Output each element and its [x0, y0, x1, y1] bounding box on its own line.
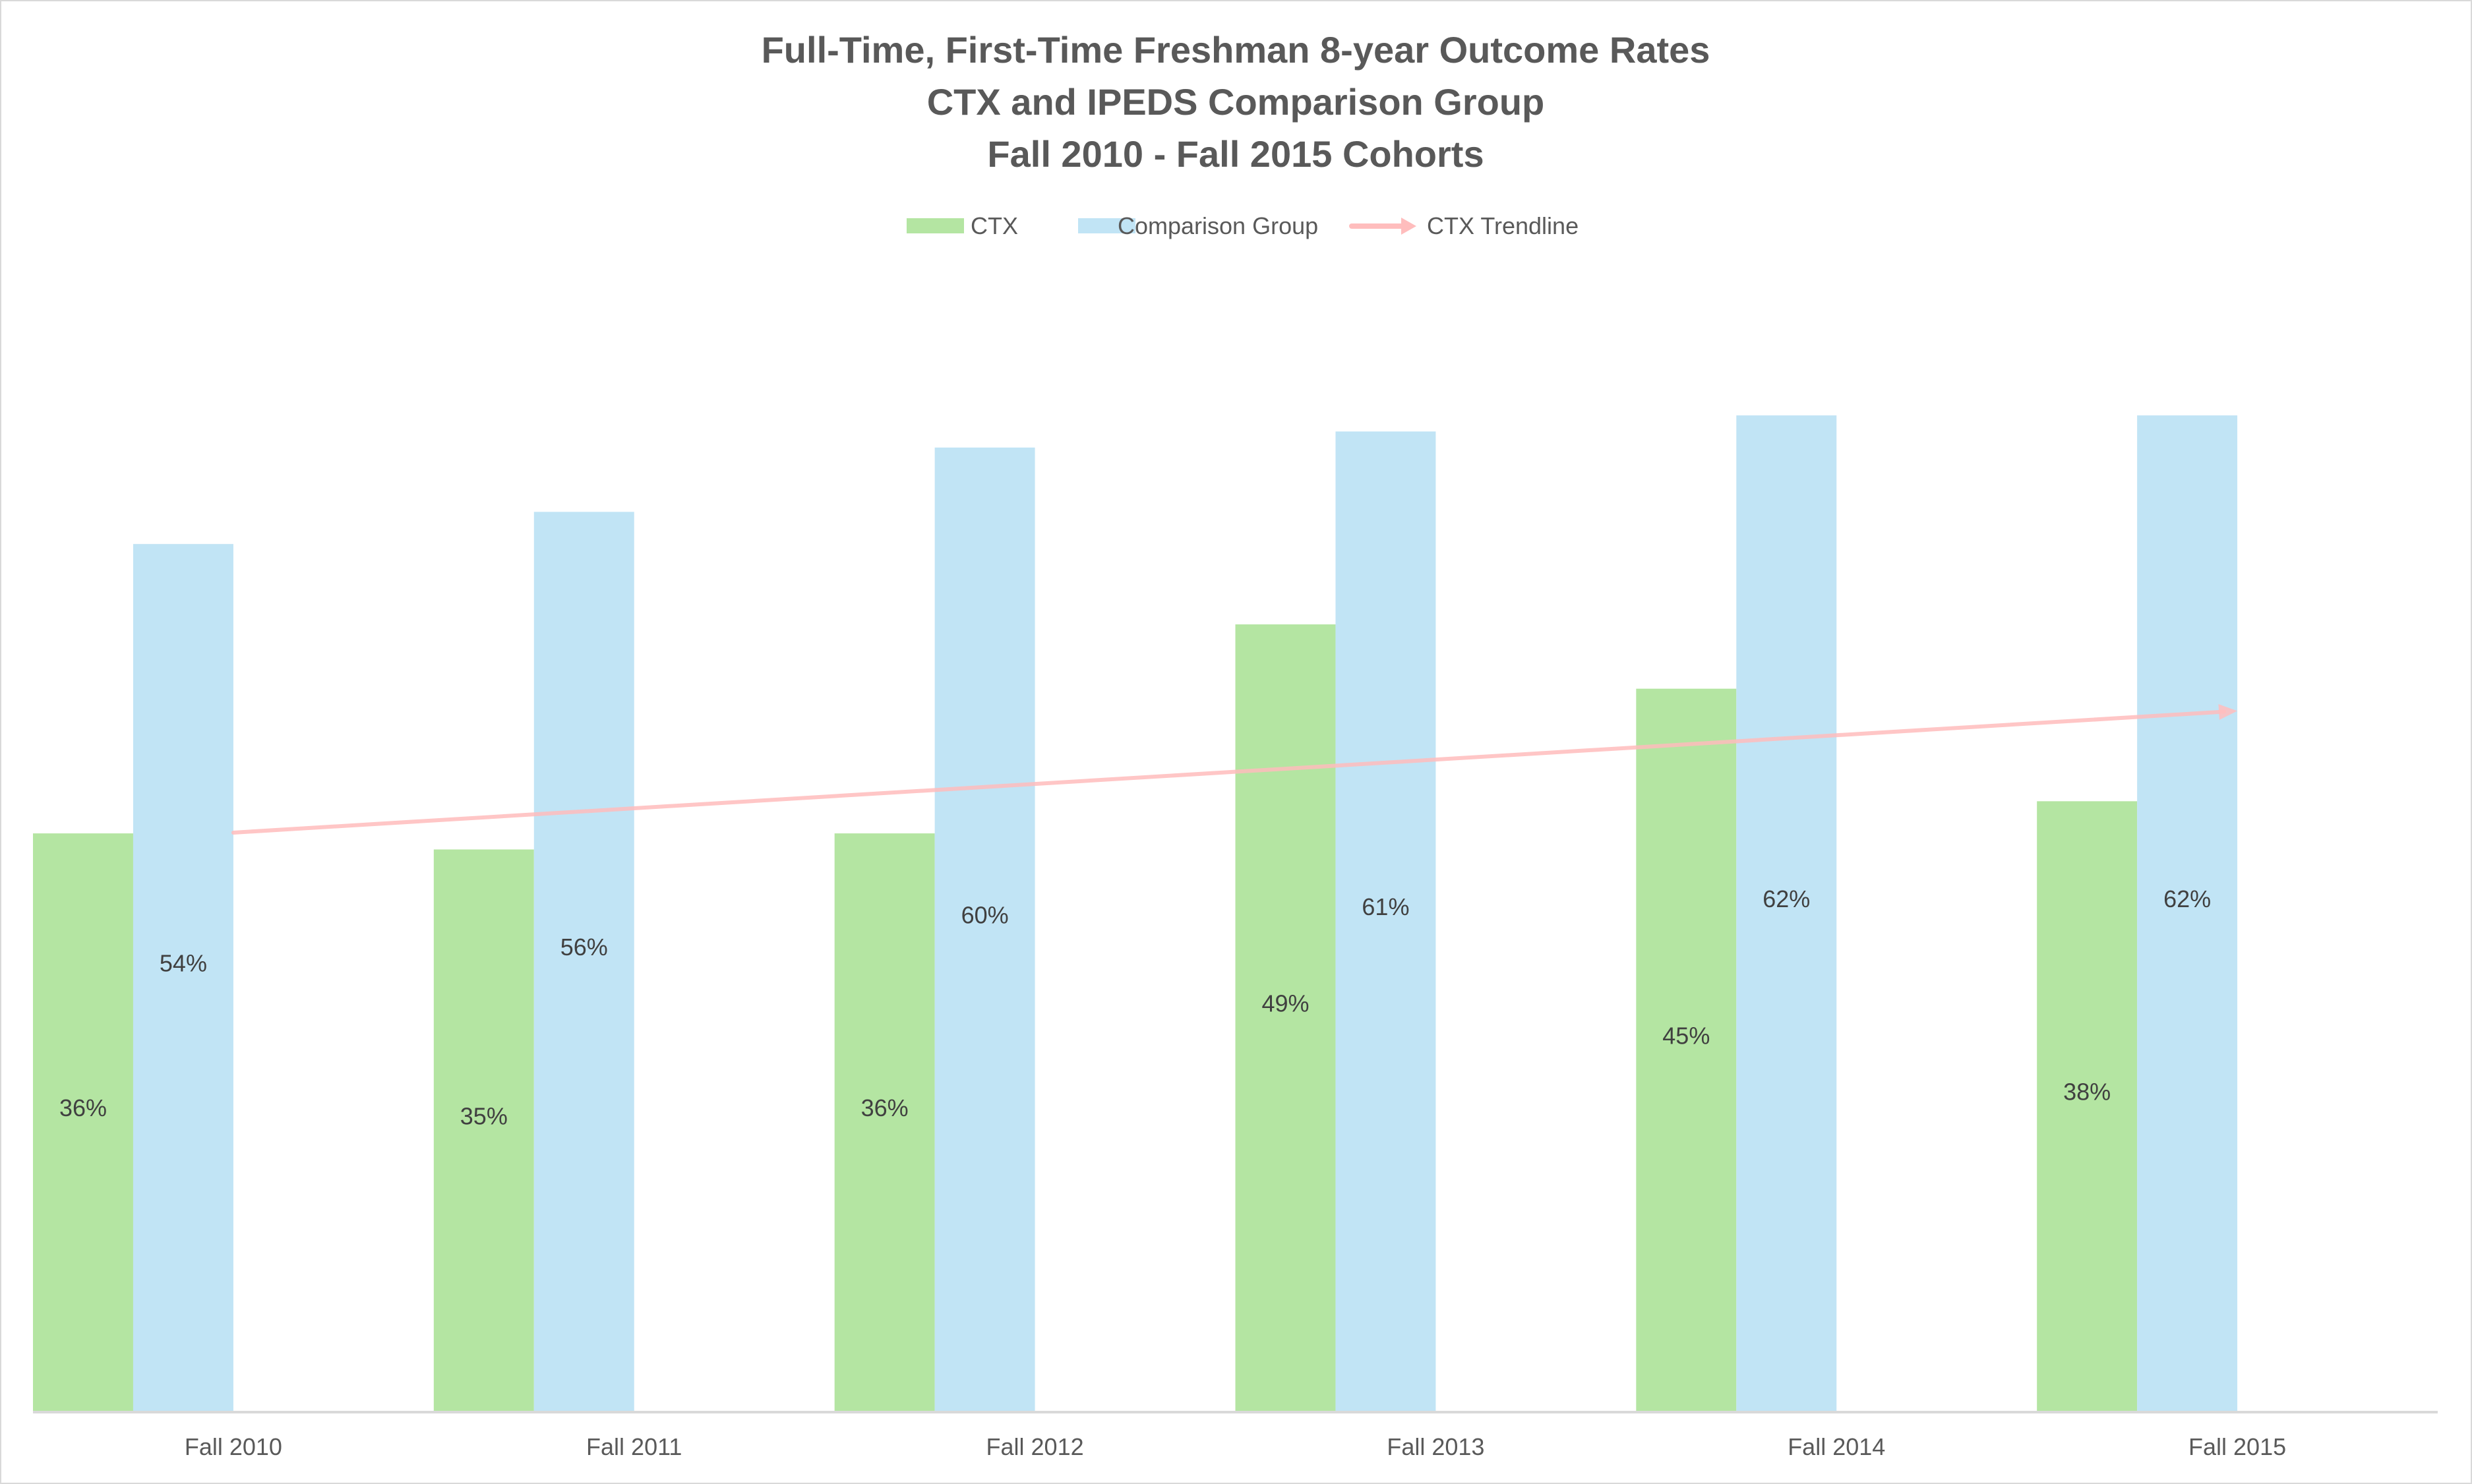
data-label-ctx-1: 35% — [460, 1102, 508, 1129]
x-tick-label: Fall 2011 — [586, 1433, 682, 1460]
legend-label-ctx: CTX — [971, 212, 1018, 239]
title-line-1: Full-Time, First-Time Freshman 8-year Ou… — [762, 29, 1710, 71]
legend-label-trendline: CTX Trendline — [1427, 212, 1579, 239]
data-label-ctx-5: 38% — [2063, 1079, 2111, 1106]
bar-ctx-2 — [834, 833, 935, 1412]
data-label-ctx-3: 49% — [1261, 990, 1309, 1017]
legend-swatch-ctx — [907, 218, 964, 233]
x-tick-label: Fall 2012 — [986, 1433, 1084, 1460]
x-axis-ticks: Fall 2010 Fall 2011 Fall 2012 Fall 2013 Fall… — [185, 1433, 2286, 1460]
bar-comparison-5 — [2137, 415, 2238, 1412]
data-label-comparison-5: 62% — [2163, 885, 2211, 912]
x-tick-label: Fall 2014 — [1788, 1433, 1885, 1460]
legend-swatch-comparison — [1078, 218, 1135, 233]
data-label-comparison-3: 61% — [1362, 893, 1409, 920]
bar-comparison-1 — [533, 512, 634, 1412]
data-label-comparison-2: 60% — [961, 901, 1009, 928]
bar-ctx-1 — [433, 849, 534, 1412]
chart-title: Full-Time, First-Time Freshman 8-year Ou… — [762, 29, 1710, 175]
legend-trendline-arrow-icon — [1349, 218, 1416, 235]
bar-comparison-2 — [934, 447, 1035, 1412]
trendline-arrowhead-icon — [2218, 704, 2238, 720]
data-label-comparison-4: 62% — [1763, 885, 1810, 912]
bar-comparison-3 — [1335, 431, 1436, 1412]
x-tick-label: Fall 2015 — [2188, 1433, 2286, 1460]
data-label-ctx-2: 36% — [861, 1094, 909, 1121]
data-label-ctx-0: 36% — [59, 1094, 107, 1121]
title-line-2: CTX and IPEDS Comparison Group — [927, 81, 1545, 123]
x-tick-label: Fall 2013 — [1387, 1433, 1484, 1460]
legend-label-comparison: Comparison Group — [1118, 212, 1318, 239]
bar-ctx-3 — [1235, 624, 1336, 1412]
legend: CTX Comparison Group CTX Trendline — [907, 212, 1579, 239]
bars — [33, 415, 2238, 1413]
data-label-comparison-1: 56% — [560, 934, 608, 961]
bar-comparison-0 — [133, 544, 233, 1413]
trendline-line — [231, 709, 2227, 835]
trendline — [231, 704, 2238, 835]
bar-ctx-0 — [33, 833, 133, 1412]
data-label-comparison-0: 54% — [160, 950, 207, 977]
bar-comparison-4 — [1736, 415, 1837, 1412]
x-tick-label: Fall 2010 — [185, 1433, 282, 1460]
bar-ctx-5 — [2037, 801, 2138, 1412]
data-labels: 36% 54% 35% 56% 36% 60% 49% 61% 45% 62% 38% 62% — [59, 885, 2211, 1129]
bar-ctx-4 — [1636, 688, 1737, 1412]
data-label-ctx-4: 45% — [1662, 1022, 1710, 1049]
title-line-3: Fall 2010 - Fall 2015 Cohorts — [987, 133, 1484, 175]
